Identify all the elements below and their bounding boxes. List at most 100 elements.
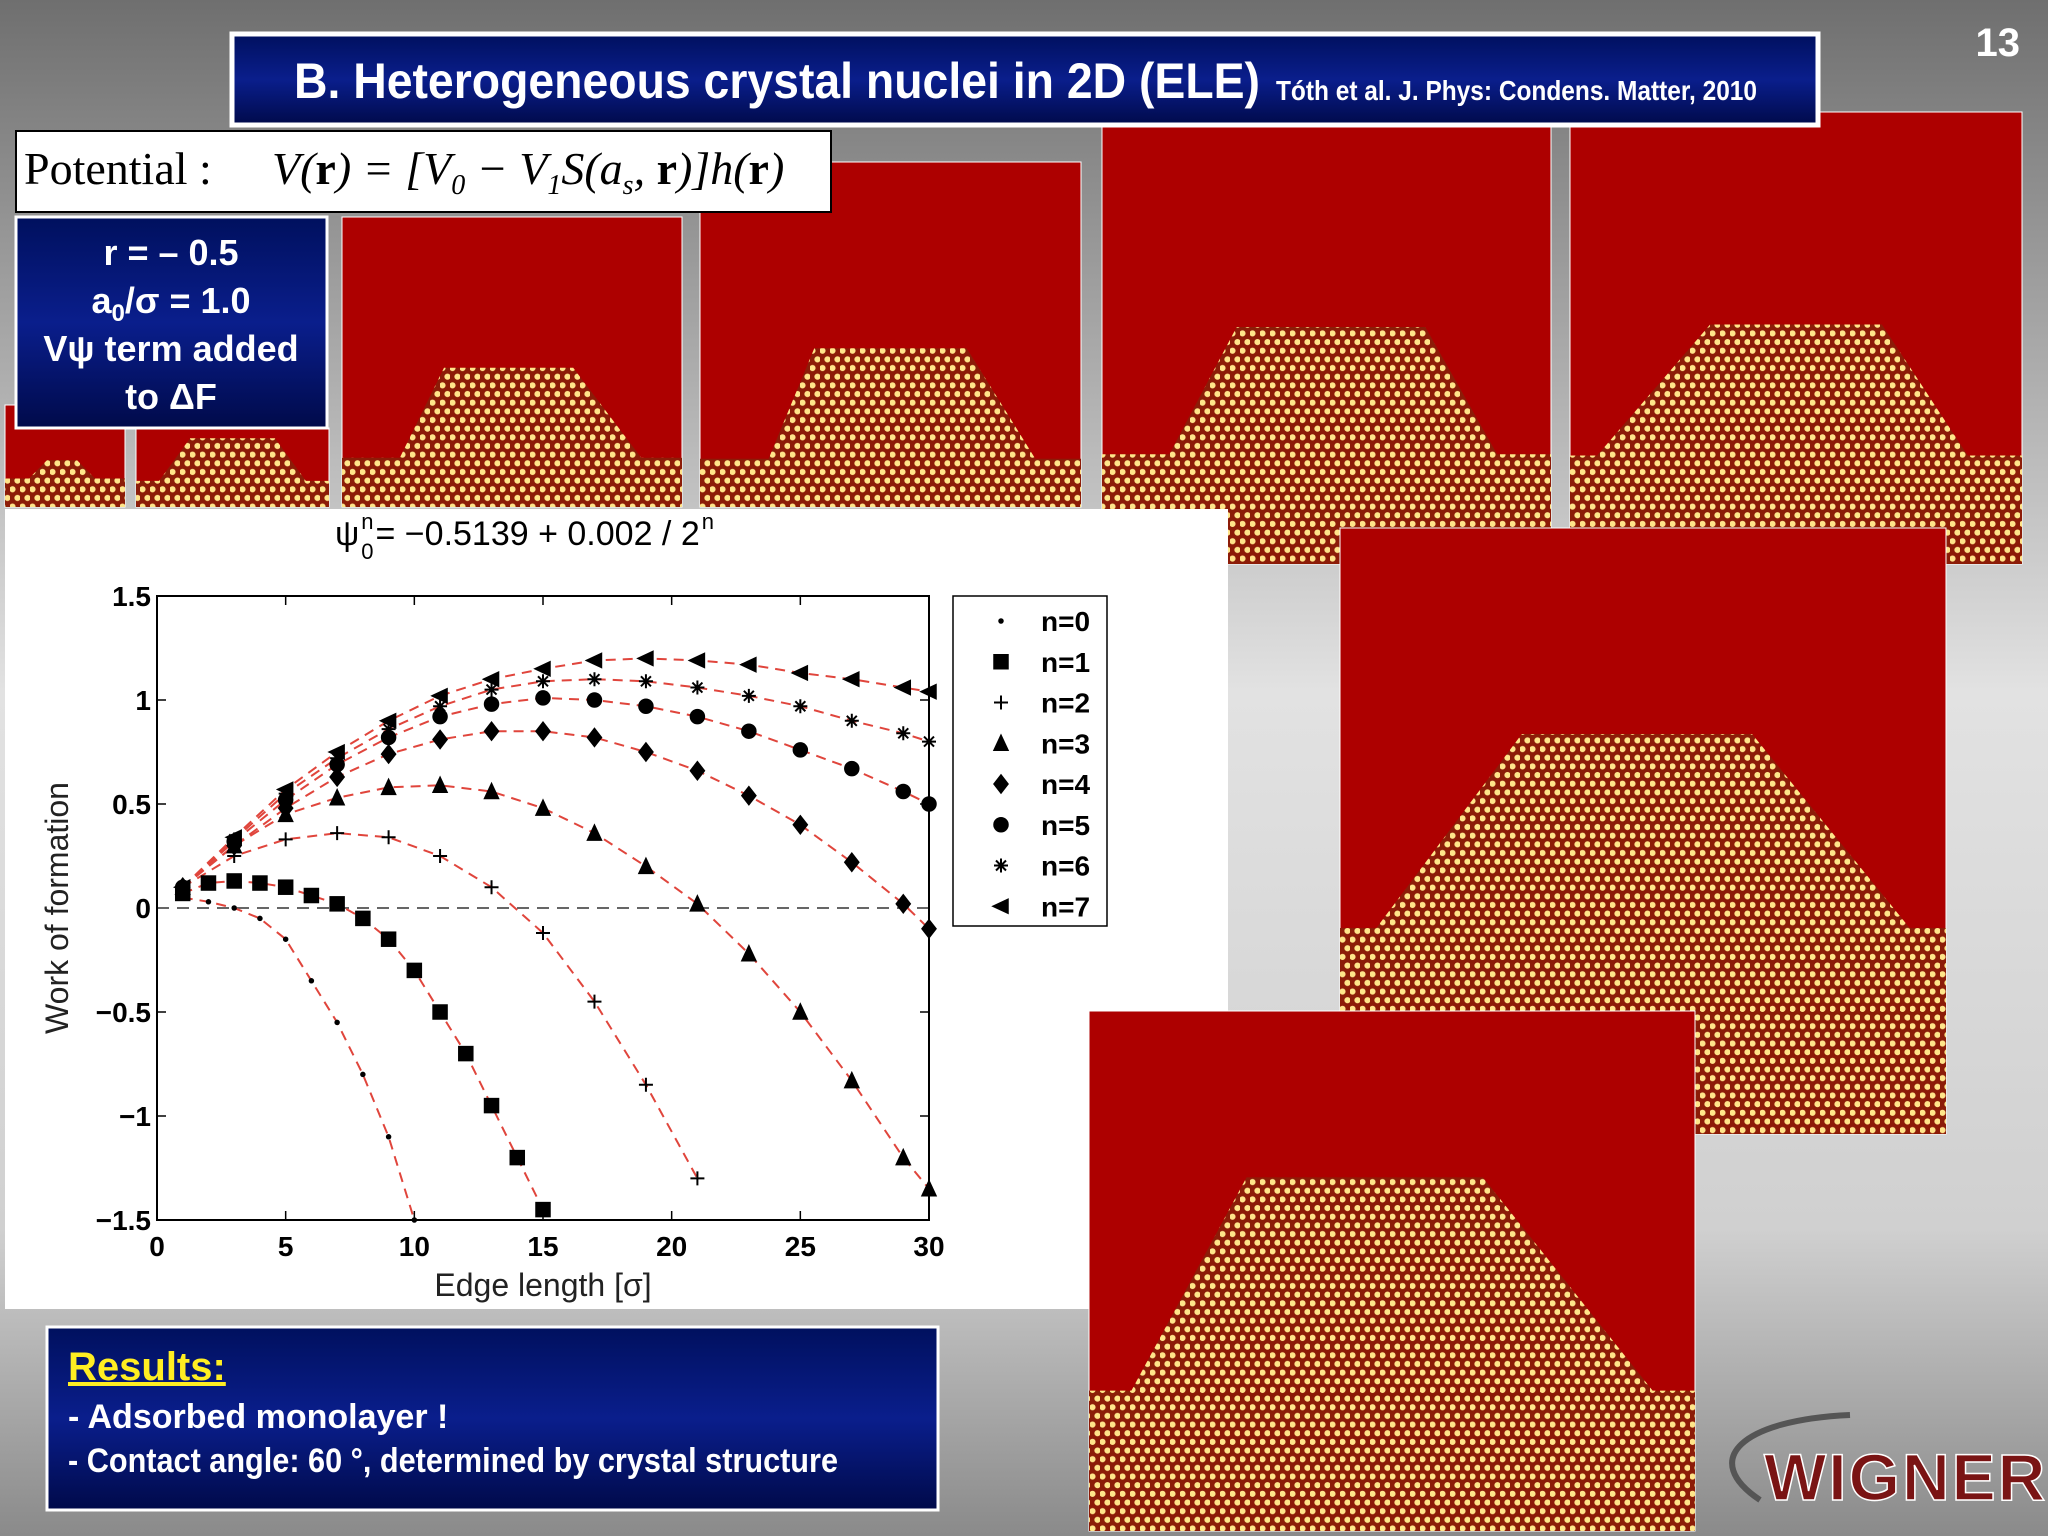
formula-part: ) = [V [333,143,456,194]
parameter-line: r = – 0.5 [103,232,238,273]
point [741,723,757,739]
point [687,652,706,669]
point [793,699,808,714]
legend-label: n=4 [1041,769,1090,800]
point [303,887,320,904]
fit-curve [182,678,930,888]
point [330,826,345,841]
point [433,699,448,714]
parameter-part: r = – 0.5 [103,232,238,273]
parameter-box [14,215,329,430]
crystal-nucleus [5,460,125,507]
point [406,962,423,979]
point [483,720,500,742]
point [741,688,756,703]
point [385,1134,392,1140]
point [637,741,654,763]
fit-curve [182,730,930,930]
x-tick-label: 0 [149,1231,165,1262]
point [739,656,757,673]
legend-label: n=2 [1041,688,1090,719]
point [895,1147,912,1166]
point [843,1070,860,1089]
point [535,690,551,706]
point [690,680,705,695]
logo: WIGNER [1764,1440,2047,1514]
citation: Tóth et al. J. Phys: Condens. Matter, 20… [1276,75,1757,106]
legend-marker [993,773,1009,795]
point [360,1071,366,1078]
chart: ψ n0 = −0.5139 + 0.002 / 2 n0 5 10 15 20 25 30−1… [39,509,1108,1303]
point [584,652,603,669]
point [533,660,551,677]
point [534,798,552,816]
legend-marker [993,654,1009,670]
crystal-nucleus [342,367,682,507]
legend-label: n=5 [1041,810,1090,841]
point [275,781,294,798]
crystal-nucleus [1570,324,2022,564]
point [282,936,289,942]
crystal-nucleus [700,348,1081,507]
chart-title: = −0.5139 + 0.002 / 2 [376,515,700,553]
point [689,894,706,912]
legend-marker [994,858,1008,873]
x-axis-label: Edge length [σ] [434,1267,651,1303]
x-tick-label: 20 [656,1231,687,1262]
legend-label: n=7 [1041,891,1090,922]
formula-part: , [634,143,657,194]
point [483,1097,500,1114]
point [334,1019,340,1026]
point [172,879,191,896]
x-tick-label: 5 [278,1231,294,1262]
point [355,910,371,927]
point [411,1217,418,1223]
fit-curve [182,896,416,1221]
point [329,766,346,788]
point [921,918,937,940]
y-tick-label: 0 [135,893,151,924]
results-box [45,1325,940,1512]
legend-marker [992,733,1010,751]
parameter-line: Vψ term added [43,328,298,369]
formula-part: r [315,143,335,194]
x-tick-label: 15 [527,1231,558,1262]
point [740,943,758,962]
point [790,664,809,682]
point [638,674,653,689]
point [895,893,912,915]
point [432,729,449,750]
slide-number: 13 [1976,21,2021,65]
point [920,1179,938,1197]
point [481,671,500,688]
formula-box [15,130,832,213]
point [586,823,603,841]
point [636,650,654,667]
point [792,1002,809,1020]
result-item: - Adsorbed monolayer ! [68,1398,448,1436]
parameter-part: a [91,280,112,321]
point [483,696,500,712]
legend-frame [952,595,1108,927]
point [844,760,860,777]
crystal-nucleus [1102,326,1551,564]
formula-part: r [657,143,677,194]
point [638,698,654,714]
point [638,1077,653,1092]
formula-part: V( [272,143,318,194]
y-tick-label: −1 [119,1101,151,1132]
legend-label: n=1 [1041,647,1090,678]
formula: V(r) = [V0 − V1S(as, r)]h(r) [272,143,784,201]
crystal-images [1088,527,1947,1532]
point [484,880,499,895]
legend-label: n=6 [1041,851,1090,882]
point [200,875,217,891]
point [205,899,212,905]
point [586,727,603,748]
point [380,777,397,796]
legend-marker [998,618,1004,624]
point [432,1004,448,1020]
point [431,775,449,794]
point [536,674,550,689]
point [380,743,397,765]
